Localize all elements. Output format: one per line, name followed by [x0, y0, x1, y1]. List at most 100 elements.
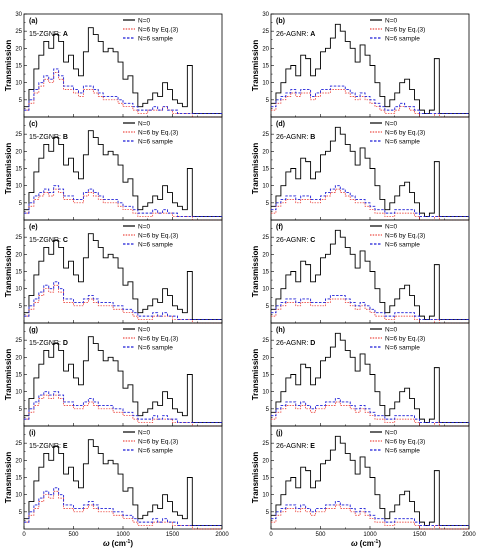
y-tick-label: 20: [15, 46, 22, 52]
legend-label-n0: N=0: [138, 17, 150, 24]
y-tick-label: 20: [262, 149, 269, 155]
y-tick-label: 5: [19, 201, 23, 207]
y-tick-label: 25: [262, 29, 269, 35]
y-axis-title: Transmission: [4, 452, 13, 504]
legend-label-n0: N=0: [385, 17, 397, 24]
x-tick-label: 500: [68, 532, 79, 538]
y-tick-label: 25: [262, 235, 269, 241]
y-tick-label: 5: [266, 510, 270, 516]
series-line-eq3: [271, 298, 469, 324]
y-tick-label: 20: [262, 46, 269, 52]
legend-label-eq3: N=6 by Eq.(3): [385, 26, 425, 33]
y-tick-label: 10: [262, 287, 269, 293]
series-line-n0: [271, 332, 469, 424]
y-tick-label: 5: [266, 98, 270, 104]
y-tick-label: 5: [266, 407, 270, 413]
y-tick-label: 25: [15, 338, 22, 344]
y-tick-label: 25: [262, 132, 269, 138]
x-tick-label: 1500: [166, 532, 180, 538]
y-tick-label: 20: [15, 252, 22, 258]
legend-label-sample: N=6 sample: [138, 138, 173, 145]
legend-label-eq3: N=6 by Eq.(3): [138, 129, 178, 136]
series-line-n0: [24, 27, 222, 115]
y-tick-label: 15: [262, 167, 269, 173]
x-tick-label: 0: [22, 532, 26, 538]
series-line-eq3: [24, 188, 222, 221]
legend-label-sample: N=6 sample: [138, 35, 173, 42]
series-line-sample: [24, 391, 222, 424]
series-line-eq3: [24, 490, 222, 530]
legend-label-sample: N=6 sample: [138, 241, 173, 248]
y-axis-title: Transmission: [251, 143, 260, 195]
series-line-n0: [24, 130, 222, 218]
sample-label: 15-ZGNR: D: [29, 340, 68, 347]
panel-label: (h): [276, 327, 285, 334]
legend-label-eq3: N=6 by Eq.(3): [138, 335, 178, 342]
y-tick-label: 15: [15, 270, 22, 276]
panel-label: (g): [29, 327, 38, 334]
series-line-n0: [271, 126, 469, 218]
y-tick-label: 25: [15, 441, 22, 447]
sample-label: 26-AGNR: B: [276, 134, 315, 141]
y-axis-title: Transmission: [251, 349, 260, 401]
x-tick-label: 1000: [116, 532, 130, 538]
panel-i: 5 10 15 20 25 0 500 1000 1500 2000 Transmission (i)…: [4, 425, 229, 538]
x-tick-label: 2000: [462, 532, 476, 538]
x-axis-label-right: ω (cm-1): [351, 539, 381, 548]
y-tick-label: 20: [15, 149, 22, 155]
y-tick-label: 30: [262, 12, 269, 18]
sample-label: 26-AGNR: C: [276, 237, 315, 244]
y-axis-title: Transmission: [4, 246, 13, 298]
sample-label: 26-AGNR: A: [276, 31, 315, 38]
x-tick-label: 1500: [413, 532, 427, 538]
y-tick-label: 5: [19, 407, 23, 413]
legend-label-n0: N=0: [385, 429, 397, 436]
y-tick-label: 20: [262, 252, 269, 258]
panel-label: (f): [276, 224, 283, 231]
y-tick-label: 15: [262, 476, 269, 482]
y-tick-label: 5: [266, 304, 270, 310]
legend-label-sample: N=6 sample: [138, 447, 173, 454]
x-tick-label: 2000: [215, 532, 229, 538]
y-axis-title: Transmission: [4, 349, 13, 401]
legend-label-sample: N=6 sample: [385, 344, 420, 351]
legend-label-sample: N=6 sample: [138, 344, 173, 351]
series-line-sample: [271, 185, 469, 218]
panel-label: (i): [29, 430, 36, 437]
legend-label-n0: N=0: [138, 429, 150, 436]
legend-label-eq3: N=6 by Eq.(3): [385, 335, 425, 342]
y-tick-label: 25: [15, 235, 22, 241]
legend-label-eq3: N=6 by Eq.(3): [138, 438, 178, 445]
legend-label-sample: N=6 sample: [385, 447, 420, 454]
series-line-n0: [271, 23, 469, 115]
y-tick-label: 5: [19, 510, 23, 516]
series-line-n0: [24, 233, 222, 321]
panel-j: 5 10 15 20 25 0 500 1000 1500 2000 Transmission (j)…: [251, 425, 476, 538]
panel-label: (e): [29, 224, 38, 231]
y-tick-label: 25: [15, 29, 22, 35]
y-tick-label: 10: [262, 81, 269, 87]
panel-b: 5 10 15 20 25 30 Transmission (b) 26-AGNR: A N=0 N…: [251, 12, 470, 118]
y-tick-label: 10: [15, 81, 22, 87]
series-line-n0: [24, 439, 222, 527]
y-tick-label: 20: [15, 355, 22, 361]
legend-label-sample: N=6 sample: [385, 241, 420, 248]
y-tick-label: 30: [15, 12, 22, 18]
series-line-n0: [24, 336, 222, 424]
y-tick-label: 5: [19, 304, 23, 310]
y-axis-title: Transmission: [4, 143, 13, 195]
y-axis-title: Transmission: [251, 452, 260, 504]
panel-label: (a): [29, 18, 38, 25]
y-tick-label: 25: [15, 132, 22, 138]
y-axis-title: Transmission: [4, 40, 13, 92]
y-tick-label: 10: [262, 390, 269, 396]
series-line-eq3: [271, 504, 469, 530]
series-line-sample: [24, 281, 222, 321]
legend-label-eq3: N=6 by Eq.(3): [385, 232, 425, 239]
y-tick-label: 10: [262, 184, 269, 190]
